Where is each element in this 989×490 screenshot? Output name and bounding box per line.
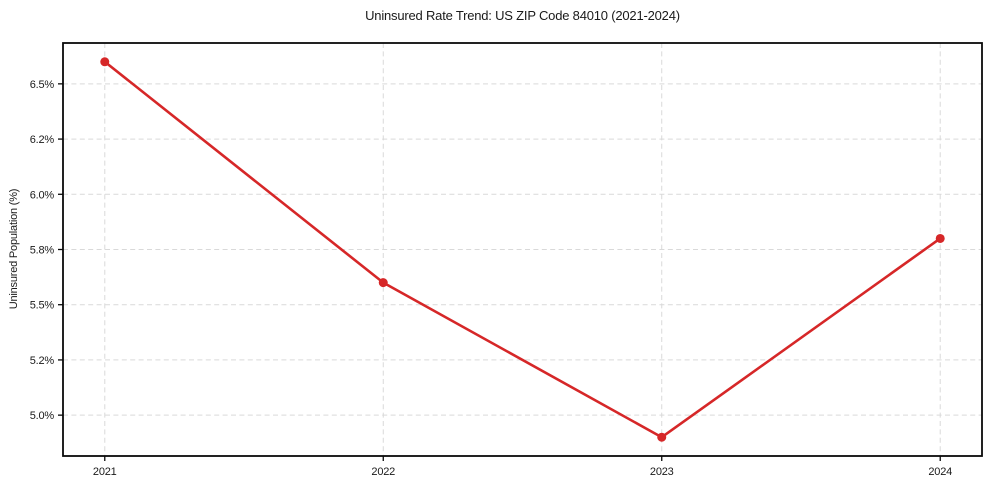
- y-tick-label: 5.2%: [30, 355, 55, 367]
- y-tick-label: 5.8%: [30, 245, 55, 257]
- x-tick-label: 2023: [650, 466, 674, 478]
- x-tick-label: 2022: [371, 466, 395, 478]
- plot-border: [62, 42, 983, 457]
- data-point: [378, 278, 388, 288]
- data-point: [657, 432, 667, 442]
- x-tick-label: 2024: [928, 466, 952, 478]
- y-tick-label: 6.2%: [30, 134, 55, 146]
- x-tick-label: 2021: [93, 466, 117, 478]
- y-tick-label: 6.0%: [30, 189, 55, 201]
- data-line: [103, 60, 942, 439]
- data-point: [935, 233, 945, 243]
- data-point: [100, 57, 110, 67]
- y-tick-label: 5.5%: [30, 300, 55, 312]
- chart-title: Uninsured Rate Trend: US ZIP Code 84010 …: [365, 8, 680, 23]
- y-tick-label: 5.0%: [30, 410, 55, 422]
- y-tick-label: 6.5%: [30, 79, 55, 91]
